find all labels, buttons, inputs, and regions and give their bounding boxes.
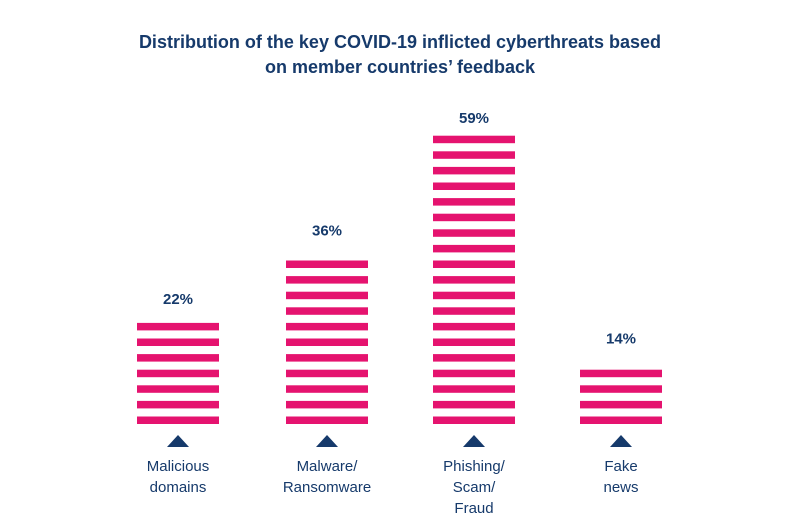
bar-stripe (433, 291, 515, 300)
bar-stripe (433, 229, 515, 237)
bar-stripe (286, 291, 368, 300)
bar-stripe (137, 416, 219, 424)
category-label-line: Malware/ (296, 458, 358, 475)
category-label-line: Fraud (454, 500, 494, 517)
category-label-line: Phishing/ (443, 458, 505, 475)
category-label-line: domains (149, 479, 207, 496)
triangle-up-icon (316, 435, 338, 447)
bar-stripe (580, 416, 662, 424)
bar-stripe (433, 151, 515, 159)
bar-stripe (433, 369, 515, 378)
category-label-2: Malware/Ransomware (252, 456, 402, 498)
bar-stripe (286, 276, 368, 284)
category-label-line: Ransomware (282, 479, 372, 496)
bar-stripe (433, 198, 515, 206)
data-label-1: 22% (163, 291, 193, 308)
bar-3 (433, 135, 515, 424)
category-label-1: Malicious domains (103, 456, 253, 498)
triangle-up-icon (167, 435, 189, 447)
data-label-3: 59% (459, 110, 489, 127)
chart-title-line-2: on member countries’ feedback (264, 57, 536, 77)
bar-stripe (433, 135, 515, 144)
category-label-line: Scam/ (452, 479, 496, 496)
bar-stripe (286, 354, 368, 362)
bar-stripe (286, 369, 368, 378)
category-label-3: Phishing/Scam/Fraud (399, 456, 549, 519)
bar-stripe (433, 213, 515, 222)
bar-stripe (286, 385, 368, 393)
bar-2 (286, 260, 368, 424)
data-label-2: 36% (312, 223, 342, 240)
bar-stripe (286, 260, 368, 268)
bar-stripe (286, 322, 368, 331)
bar-stripe (137, 400, 219, 409)
bar-stripe (433, 322, 515, 331)
bar-stripe (433, 244, 515, 253)
bar-stripe (433, 307, 515, 315)
bar-stripe (137, 338, 219, 346)
bar-stripe (286, 338, 368, 346)
bar-stripe (433, 354, 515, 362)
category-label-4: Fake news (546, 456, 696, 498)
bar-stripe (286, 400, 368, 409)
bar-stripe (580, 385, 662, 393)
bar-stripe (433, 276, 515, 284)
bar-stripe (580, 400, 662, 409)
bar-4 (580, 369, 662, 424)
triangle-up-icon (463, 435, 485, 447)
bar-stripe (580, 369, 662, 378)
bar-stripe (433, 260, 515, 268)
bar-stripe (137, 369, 219, 378)
bar-stripe (433, 338, 515, 346)
bar-stripe (137, 385, 219, 393)
bar-stripe (286, 416, 368, 424)
bar-stripe (433, 166, 515, 175)
bar-stripe (286, 307, 368, 315)
bar-stripe (433, 416, 515, 424)
bar-stripe (433, 182, 515, 190)
bar-stripe (433, 385, 515, 393)
bar-stripe (137, 354, 219, 362)
bar-stripe (137, 322, 219, 331)
chart-title-line-1: Distribution of the key COVID-19 inflict… (138, 32, 662, 52)
category-label-line: Fake (604, 458, 638, 475)
data-label-4: 14% (606, 330, 636, 347)
bar-1 (137, 322, 219, 424)
category-label-line: news (603, 479, 639, 496)
chart-title: Distribution of the key COVID-19 inflict… (100, 30, 700, 80)
category-label-line: Malicious (146, 458, 210, 475)
triangle-up-icon (610, 435, 632, 447)
bar-stripe (433, 400, 515, 409)
